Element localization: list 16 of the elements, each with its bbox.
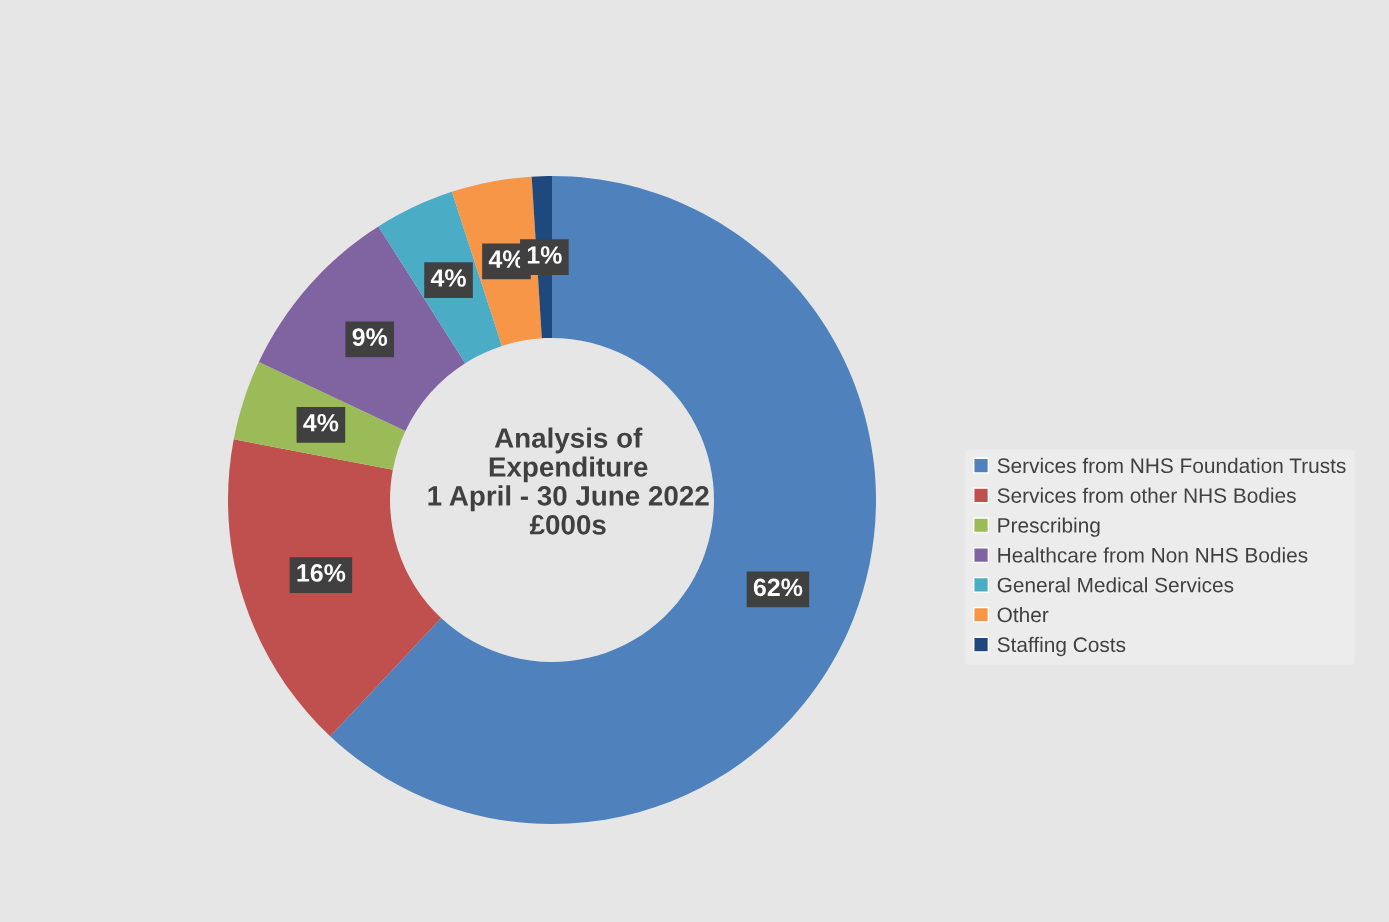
data-label: 16%: [297, 564, 346, 582]
legend-label: Services from other NHS Bodies: [997, 487, 1296, 503]
legend-label: Services from NHS Foundation Trusts: [997, 457, 1346, 474]
text: Analysis of Expenditure 1 April - 30 June 2022 £000s: [428, 427, 709, 535]
data-label: 1%: [527, 246, 562, 264]
data-label: 62%: [753, 578, 803, 597]
legend-label: Healthcare from Non NHS Bodies: [998, 547, 1308, 563]
data-label: 4%: [430, 269, 466, 287]
data-label: 4%: [303, 413, 339, 432]
legend-label: Other: [997, 606, 1049, 623]
legend-label: General Medical Services: [997, 577, 1234, 593]
donut-slice: [258, 226, 466, 432]
donut-slice: [228, 439, 442, 737]
legend-label: Prescribing: [998, 517, 1100, 537]
legend-label: Staffing Costs: [997, 636, 1126, 657]
data-label: 9%: [352, 328, 388, 347]
